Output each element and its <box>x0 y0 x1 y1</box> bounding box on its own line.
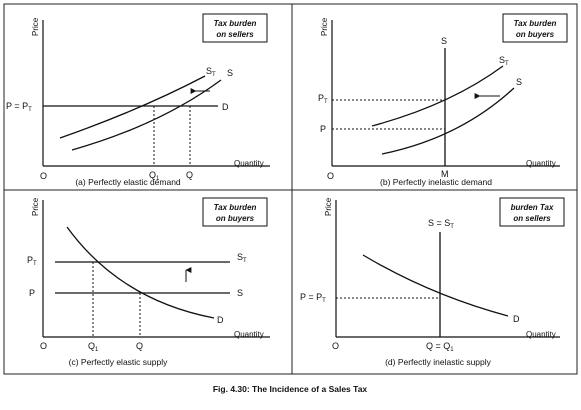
q-label: Q <box>186 170 193 180</box>
origin-label: O <box>327 171 334 181</box>
burden-box <box>499 197 565 227</box>
curve-st-label: ST <box>237 252 247 264</box>
origin-label: O <box>40 341 47 351</box>
price-label: P = PT <box>300 292 326 304</box>
p-label: P <box>29 288 35 298</box>
q-label: Q <box>136 341 143 351</box>
x-axis-label: Quantity <box>526 159 556 168</box>
curve-s-label: S <box>227 68 233 78</box>
burden-box-line-2: on buyers <box>216 214 255 223</box>
y-axis-label: Price <box>324 197 333 216</box>
panel-d: Price Quantity O burden Tax on sellers S… <box>300 197 565 367</box>
q1-label: Q1 <box>149 170 160 182</box>
q-label: Q = Q1 <box>426 341 454 353</box>
panel-caption: (c) Perfectly elastic supply <box>69 357 168 367</box>
figure-frame <box>3 3 578 375</box>
supply-curve <box>381 87 515 155</box>
origin-label: O <box>40 171 47 181</box>
burden-box-line-2: on sellers <box>216 30 254 39</box>
burden-box-line-2: on buyers <box>516 30 555 39</box>
supply-curve-taxed <box>59 75 206 139</box>
burden-box-line-2: on sellers <box>513 214 551 223</box>
panel-caption: (b) Perfectly inelastic demand <box>380 177 492 187</box>
burden-box <box>202 197 268 227</box>
demand-top-label: S <box>441 36 447 46</box>
figure-caption: Fig. 4.30: The Incidence of a Sales Tax <box>213 384 368 394</box>
burden-box-line-1: Tax burden <box>214 19 257 28</box>
supply-curve-taxed <box>371 65 504 127</box>
x-axis-label: Quantity <box>234 159 264 168</box>
burden-box-line-1: burden Tax <box>511 203 554 212</box>
supply-curve <box>71 79 222 151</box>
x-axis-label: Quantity <box>526 330 556 339</box>
curve-s-label: S <box>237 288 243 298</box>
curve-d-label: D <box>513 314 520 324</box>
curve-st-label: ST <box>206 66 216 78</box>
p-label: P <box>320 124 326 134</box>
curve-d-label: D <box>222 102 229 112</box>
y-axis-label: Price <box>31 197 40 216</box>
curve-s-label: S <box>516 77 522 87</box>
price-label: P = PT <box>6 101 32 113</box>
m-label: M <box>441 169 449 179</box>
panel-a: Price Quantity O Tax burden on sellers P… <box>6 13 270 187</box>
panel-c: Price Quantity O Tax burden on buyers PT… <box>27 197 270 367</box>
y-axis-label: Price <box>31 17 40 36</box>
origin-label: O <box>332 341 339 351</box>
curve-d-label: D <box>217 315 224 325</box>
panel-caption: (d) Perfectly inelastic supply <box>385 357 492 367</box>
x-axis-label: Quantity <box>234 330 264 339</box>
burden-box-line-1: Tax burden <box>214 203 257 212</box>
demand-curve <box>66 226 215 319</box>
y-axis-label: Price <box>320 17 329 36</box>
pt-label: PT <box>27 255 37 267</box>
panel-b: Price Quantity O Tax burden on buyers S … <box>318 13 568 187</box>
curve-st-label: ST <box>499 55 509 67</box>
pt-label: PT <box>318 93 328 105</box>
panel-caption: (a) Perfectly elastic demand <box>75 177 181 187</box>
burden-box <box>202 13 268 43</box>
burden-box-line-1: Tax burden <box>514 19 557 28</box>
q1-label: Q1 <box>88 341 99 353</box>
burden-box <box>502 13 568 43</box>
demand-curve <box>362 254 509 317</box>
top-label: S = ST <box>428 218 454 230</box>
